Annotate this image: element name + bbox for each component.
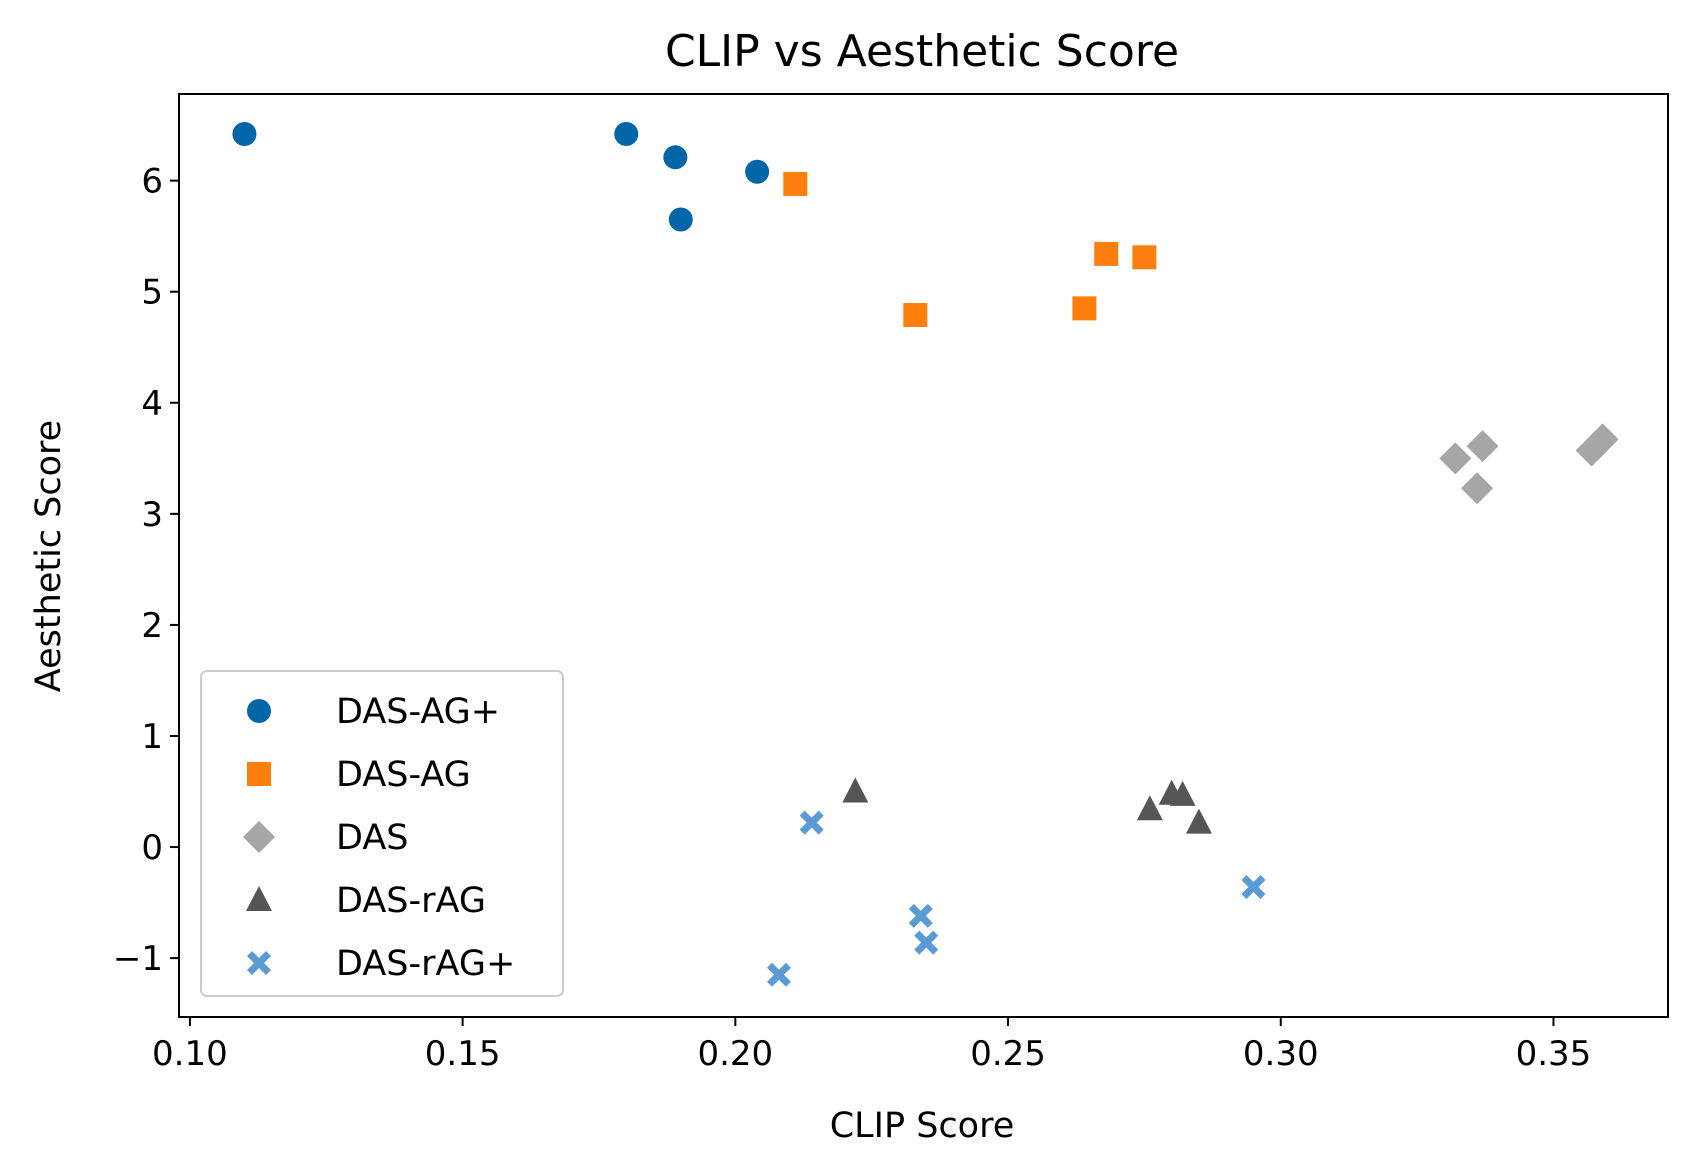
- data-point-das-ag-4: [1132, 245, 1157, 270]
- data-point-das-rag-0: [842, 777, 869, 803]
- y-tick-label: 1: [141, 717, 163, 757]
- data-point-das-rag-3: [914, 930, 939, 955]
- data-point-das-rag-1: [799, 810, 824, 835]
- legend-label-das-ag: DAS-AG+: [336, 692, 500, 732]
- legend-label-das-ag: DAS-AG: [336, 755, 471, 795]
- x-tick-label: 0.15: [425, 1034, 501, 1074]
- x-tick-label: 0.25: [970, 1034, 1046, 1074]
- data-point-das-rag-1: [1136, 795, 1163, 821]
- legend-marker-das-rag: [246, 886, 272, 911]
- data-point-das-rag-4: [1241, 875, 1266, 900]
- data-point-das-ag-4: [745, 159, 770, 184]
- legend-marker-das: [243, 821, 275, 853]
- x-tick-label: 0.10: [152, 1034, 228, 1074]
- legend-item-das-rag: DAS-rAG+: [247, 944, 515, 984]
- data-point-das-1: [1461, 472, 1494, 505]
- data-point-das-ag-1: [903, 303, 928, 328]
- data-point-das-ag-2: [663, 145, 688, 170]
- data-point-das-ag-3: [668, 207, 693, 232]
- legend-marker-das-rag: [247, 951, 271, 975]
- x-axis: 0.10 0.15 0.20 0.25 0.30 0.35: [152, 1017, 1591, 1074]
- series-das-rag: [766, 810, 1266, 987]
- legend-label-das-rag: DAS-rAG+: [336, 944, 515, 984]
- x-axis-label: CLIP Score: [830, 1106, 1015, 1146]
- data-point-das-ag-3: [1094, 241, 1119, 266]
- data-point-das-rag-0: [766, 962, 791, 987]
- data-point-das-rag-4: [1185, 808, 1212, 834]
- data-point-das-2: [1466, 430, 1499, 463]
- y-axis: −1 0 1 2 3 4 5 6: [113, 162, 179, 979]
- legend-label-das: DAS: [336, 818, 409, 858]
- y-tick-label: 0: [141, 828, 163, 868]
- legend-label-das-rag: DAS-rAG: [336, 881, 486, 921]
- chart-title: CLIP vs Aesthetic Score: [665, 26, 1179, 77]
- y-tick-label: −1: [113, 939, 163, 979]
- data-point-das-rag-2: [908, 903, 933, 928]
- legend-item-das-ag: DAS-AG: [247, 755, 471, 795]
- legend-marker-das-ag: [247, 762, 271, 786]
- plot-area: [232, 121, 1619, 987]
- legend: DAS-AG+ DAS-AG DAS DAS-rAG DAS-rAG+: [200, 670, 564, 997]
- legend-marker-das-ag: [247, 699, 271, 723]
- x-tick-label: 0.20: [697, 1034, 773, 1074]
- x-tick-label: 0.35: [1516, 1034, 1592, 1074]
- y-axis-label: Aesthetic Score: [29, 420, 69, 692]
- data-point-das-ag-0: [232, 121, 257, 146]
- data-point-das-ag-1: [614, 121, 639, 146]
- series-das-ag: [232, 121, 770, 232]
- axes-frame: [178, 93, 1669, 1018]
- series-das-rag: [842, 777, 1212, 834]
- y-tick-label: 2: [141, 606, 163, 646]
- data-point-das-rag-3: [1169, 780, 1196, 806]
- series-das-ag: [783, 171, 1157, 328]
- x-tick-label: 0.30: [1243, 1034, 1319, 1074]
- data-point-das-0: [1439, 442, 1472, 475]
- series-das: [1439, 423, 1619, 505]
- legend-item-das: DAS: [243, 818, 409, 858]
- y-tick-label: 5: [141, 273, 163, 313]
- legend-box: [200, 670, 564, 997]
- legend-item-das-rag: DAS-rAG: [246, 881, 486, 921]
- y-tick-label: 4: [141, 384, 163, 424]
- data-point-das-4: [1586, 423, 1619, 456]
- data-point-das-ag-2: [1072, 296, 1097, 321]
- data-point-das-ag-0: [783, 171, 808, 196]
- y-tick-label: 3: [141, 495, 163, 535]
- y-tick-label: 6: [141, 162, 163, 202]
- legend-item-das-ag: DAS-AG+: [247, 692, 500, 732]
